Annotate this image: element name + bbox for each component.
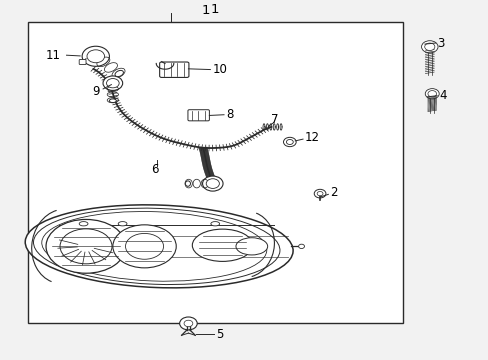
Ellipse shape xyxy=(115,71,123,77)
Bar xyxy=(27,22,402,323)
Ellipse shape xyxy=(236,238,267,255)
Text: 9: 9 xyxy=(92,85,100,98)
Circle shape xyxy=(314,189,325,198)
Circle shape xyxy=(317,192,323,196)
Text: 3: 3 xyxy=(437,36,444,50)
Text: 4: 4 xyxy=(438,89,446,102)
Text: 12: 12 xyxy=(305,131,319,144)
Ellipse shape xyxy=(125,233,163,259)
Circle shape xyxy=(421,41,437,53)
Ellipse shape xyxy=(210,222,219,226)
Circle shape xyxy=(202,176,223,191)
Circle shape xyxy=(183,320,192,327)
Circle shape xyxy=(298,244,304,248)
Text: 6: 6 xyxy=(151,163,158,176)
Circle shape xyxy=(103,76,122,90)
Ellipse shape xyxy=(79,222,88,226)
Ellipse shape xyxy=(118,222,127,226)
Text: 8: 8 xyxy=(226,108,233,121)
Circle shape xyxy=(427,91,436,97)
Ellipse shape xyxy=(60,229,112,264)
Ellipse shape xyxy=(109,99,116,103)
FancyBboxPatch shape xyxy=(159,62,188,77)
Text: 2: 2 xyxy=(329,186,337,199)
Text: 7: 7 xyxy=(270,113,278,126)
Circle shape xyxy=(206,179,219,188)
Text: 1: 1 xyxy=(201,4,209,17)
Ellipse shape xyxy=(192,229,252,261)
FancyBboxPatch shape xyxy=(187,110,209,121)
Circle shape xyxy=(283,137,296,147)
Text: 10: 10 xyxy=(212,63,227,76)
Ellipse shape xyxy=(46,220,126,273)
Circle shape xyxy=(425,89,438,99)
FancyBboxPatch shape xyxy=(79,59,86,64)
Text: 11: 11 xyxy=(46,49,61,62)
Ellipse shape xyxy=(25,205,292,288)
Circle shape xyxy=(82,46,109,66)
Text: 1: 1 xyxy=(210,3,219,16)
Circle shape xyxy=(286,139,293,144)
Circle shape xyxy=(179,317,197,330)
Circle shape xyxy=(106,78,119,88)
Circle shape xyxy=(87,50,104,63)
Ellipse shape xyxy=(185,181,190,186)
Text: 5: 5 xyxy=(216,328,223,341)
Circle shape xyxy=(424,43,434,50)
Ellipse shape xyxy=(113,225,176,268)
